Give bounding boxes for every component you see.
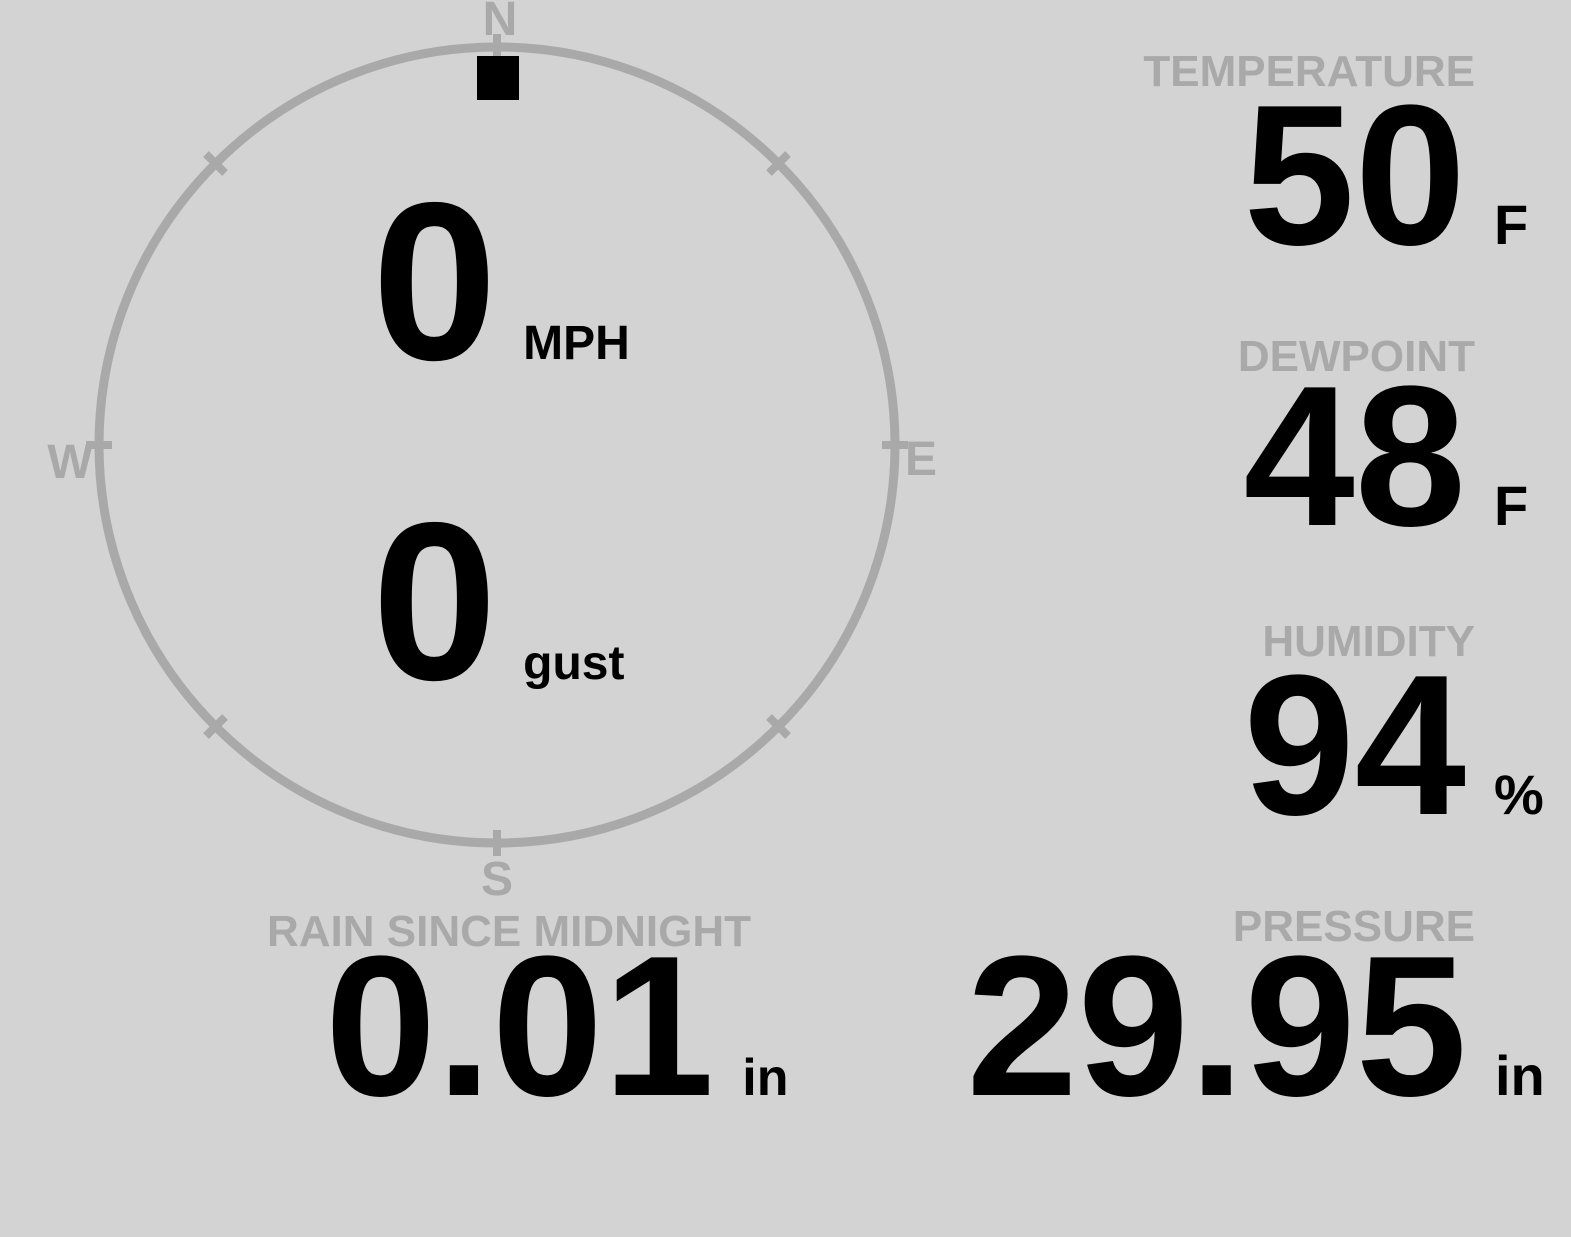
wind-gust-value: 0 (372, 475, 498, 727)
temperature-label: TEMPERATURE (1143, 47, 1475, 96)
humidity-label: HUMIDITY (1262, 617, 1475, 666)
rain-value: 0.01 (325, 915, 715, 1138)
wind-gust: 0 gust (372, 489, 624, 714)
wind-compass-gauge (86, 34, 908, 856)
compass-tick-se (766, 714, 791, 739)
wind-speed-unit: MPH (523, 317, 630, 370)
dewpoint-reading: 48 F (1244, 357, 1550, 557)
dewpoint-value: 48 (1243, 345, 1466, 568)
pressure-unit: in (1495, 1044, 1545, 1107)
rain-reading: 0.01 in (325, 927, 788, 1127)
dewpoint-label: DEWPOINT (1237, 332, 1475, 381)
temperature-value: 50 (1243, 64, 1466, 287)
compass-tick-nw (203, 151, 228, 176)
wind-direction-marker (477, 56, 519, 100)
humidity-unit: % (1494, 763, 1544, 826)
pressure-reading: 29.95 in (967, 927, 1552, 1127)
compass-label-north: N (482, 0, 518, 46)
wind-speed: 0 MPH (372, 169, 630, 394)
rain-label: RAIN SINCE MIDNIGHT (267, 907, 751, 956)
compass-label-south: S (480, 853, 514, 906)
compass-tick-sw (203, 714, 228, 739)
compass-tick-ne (766, 151, 791, 176)
compass-label-west: W (47, 436, 93, 489)
pressure-label: PRESSURE (1232, 902, 1475, 951)
humidity-reading: 94 % (1244, 646, 1550, 846)
temperature-unit: F (1494, 193, 1529, 256)
compass-ticks (86, 34, 908, 856)
pressure-value: 29.95 (966, 915, 1468, 1138)
wind-speed-value: 0 (372, 155, 498, 407)
wind-gust-unit: gust (523, 637, 625, 690)
dewpoint-unit: F (1494, 474, 1529, 537)
compass-label-east: E (904, 433, 938, 486)
temperature-reading: 50 F (1244, 76, 1550, 276)
humidity-value: 94 (1243, 634, 1466, 857)
rain-unit: in (742, 1049, 789, 1107)
